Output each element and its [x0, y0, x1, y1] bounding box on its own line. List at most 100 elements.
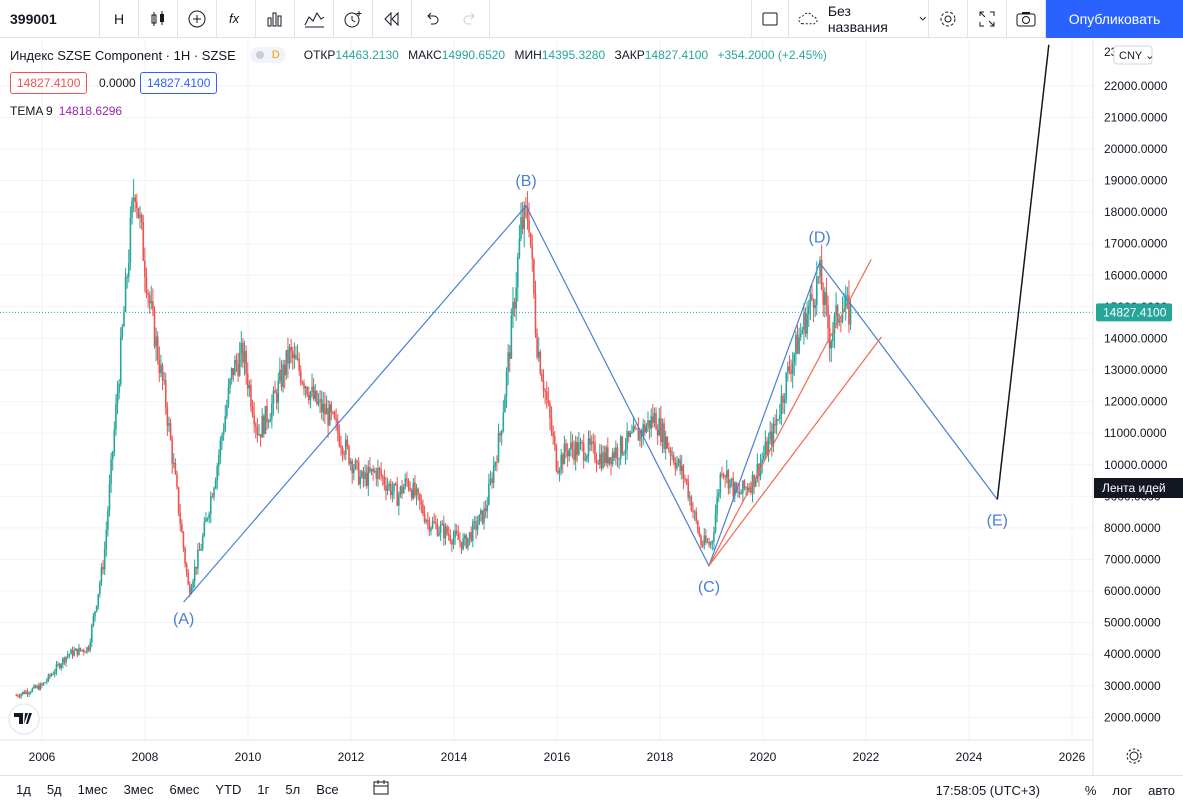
- candle-body: [264, 406, 267, 435]
- candle-body: [634, 426, 636, 429]
- candle-body: [221, 435, 223, 441]
- candle-body: [308, 394, 310, 401]
- market-status-badge[interactable]: D: [249, 47, 286, 63]
- change-value: +354.2000 (+2.45%): [717, 48, 827, 62]
- candle-body: [613, 452, 616, 458]
- candle-body: [848, 295, 850, 325]
- range-3m[interactable]: 3мес: [123, 782, 154, 797]
- candle-body: [404, 478, 407, 487]
- candle-body: [160, 364, 162, 374]
- candle-body: [688, 496, 691, 498]
- bid-price-box[interactable]: 14827.4100: [10, 72, 88, 94]
- y-tick-label: 4000.0000: [1104, 647, 1161, 661]
- y-tick-label: 2000.0000: [1104, 710, 1161, 724]
- fx-icon[interactable]: fx: [217, 0, 256, 38]
- candle-body: [253, 414, 255, 425]
- candle-body: [338, 433, 341, 446]
- candle-body: [693, 511, 696, 513]
- candle-body: [155, 336, 157, 347]
- candle-body: [528, 219, 530, 233]
- candle-body: [489, 478, 492, 484]
- tema-label: TEMA 9: [10, 104, 53, 118]
- candle-body: [766, 441, 768, 455]
- range-ytd[interactable]: YTD: [215, 782, 242, 797]
- candle-body: [708, 542, 710, 545]
- price-chart[interactable]: (A) (B) (C) (D) (E) 2000.0000 3000.0000 4000.0…: [0, 38, 1183, 775]
- layout-name-button[interactable]: Без названия: [789, 0, 929, 38]
- candle-body: [734, 482, 736, 496]
- auto-toggle[interactable]: авто: [1148, 783, 1175, 798]
- fullscreen-square-icon[interactable]: [751, 0, 789, 38]
- candle-body: [29, 691, 32, 693]
- currency-selector[interactable]: CNY ⌄: [1113, 45, 1154, 65]
- candle-body: [229, 379, 231, 388]
- settings-gear-icon[interactable]: [929, 0, 968, 38]
- add-indicator-icon[interactable]: [178, 0, 217, 38]
- toolbar-spacer: [490, 0, 751, 38]
- alert-icon[interactable]: [334, 0, 373, 38]
- candle-body: [274, 390, 276, 394]
- candle-body: [140, 214, 143, 223]
- candle-body: [557, 470, 559, 474]
- tradingview-logo-icon[interactable]: [8, 703, 40, 735]
- candle-body: [475, 521, 477, 531]
- replay-icon[interactable]: [373, 0, 412, 38]
- candle-body: [679, 459, 681, 471]
- candle-body: [714, 513, 717, 533]
- candle-body: [515, 287, 517, 309]
- symbol-search[interactable]: 399001: [0, 0, 100, 38]
- candle-body: [568, 449, 571, 457]
- candle-body: [549, 403, 551, 418]
- legend-title[interactable]: Индекс SZSE Component · 1H · SZSE: [10, 47, 236, 63]
- candles-icon[interactable]: [139, 0, 178, 38]
- ask-price-box[interactable]: 14827.4100: [140, 72, 218, 94]
- range-1y[interactable]: 1г: [257, 782, 270, 797]
- candle-body: [441, 523, 444, 526]
- range-5y[interactable]: 5л: [285, 782, 301, 797]
- candle-body: [729, 479, 731, 489]
- candle-body: [261, 416, 263, 438]
- interval-button[interactable]: H: [100, 0, 139, 38]
- publish-button[interactable]: Опубликовать: [1046, 0, 1183, 38]
- candle-body: [671, 455, 673, 457]
- line-chart-icon[interactable]: [295, 0, 334, 38]
- candle-body: [63, 658, 66, 663]
- candle-body: [791, 362, 794, 374]
- y-tick-label: 13000.0000: [1104, 363, 1168, 377]
- camera-icon[interactable]: [1007, 0, 1046, 38]
- low-value: 14395.3280: [541, 48, 606, 62]
- candle-body: [74, 648, 77, 651]
- undo-icon[interactable]: [412, 0, 451, 38]
- range-6m[interactable]: 6мес: [169, 782, 200, 797]
- elliott-wave-path: [183, 204, 998, 603]
- redo-icon[interactable]: [451, 0, 490, 38]
- candle-body: [309, 392, 312, 401]
- candle-body: [258, 434, 260, 436]
- fullscreen-icon[interactable]: [968, 0, 1007, 38]
- range-5d[interactable]: 5д: [46, 782, 62, 797]
- candle-body: [275, 393, 278, 403]
- candle-body: [698, 531, 701, 537]
- percent-toggle[interactable]: %: [1084, 783, 1097, 798]
- candle-body: [796, 334, 799, 354]
- log-toggle[interactable]: лог: [1112, 783, 1133, 798]
- bars-chart-icon[interactable]: [256, 0, 295, 38]
- candle-body: [560, 454, 562, 470]
- ideas-stream-button[interactable]: Лента идей: [1094, 478, 1183, 498]
- range-all[interactable]: Все: [316, 782, 339, 797]
- candle-body: [301, 382, 304, 384]
- candle-body: [409, 487, 411, 491]
- candle-body: [377, 468, 379, 480]
- candle-body: [750, 487, 752, 493]
- candle-body: [102, 567, 104, 570]
- clock-timezone[interactable]: 17:58:05 (UTC+3): [935, 783, 1040, 798]
- candle-body: [685, 479, 688, 482]
- range-1d[interactable]: 1д: [16, 782, 31, 797]
- tema-indicator-legend[interactable]: TEMA 9 14818.6296: [10, 104, 122, 118]
- candle-body: [814, 305, 816, 308]
- goto-date-icon[interactable]: [371, 779, 391, 800]
- candle-body: [746, 487, 749, 491]
- range-1m[interactable]: 1мес: [77, 782, 108, 797]
- candle-body: [520, 217, 522, 239]
- axis-settings-gear-icon[interactable]: [1126, 748, 1142, 764]
